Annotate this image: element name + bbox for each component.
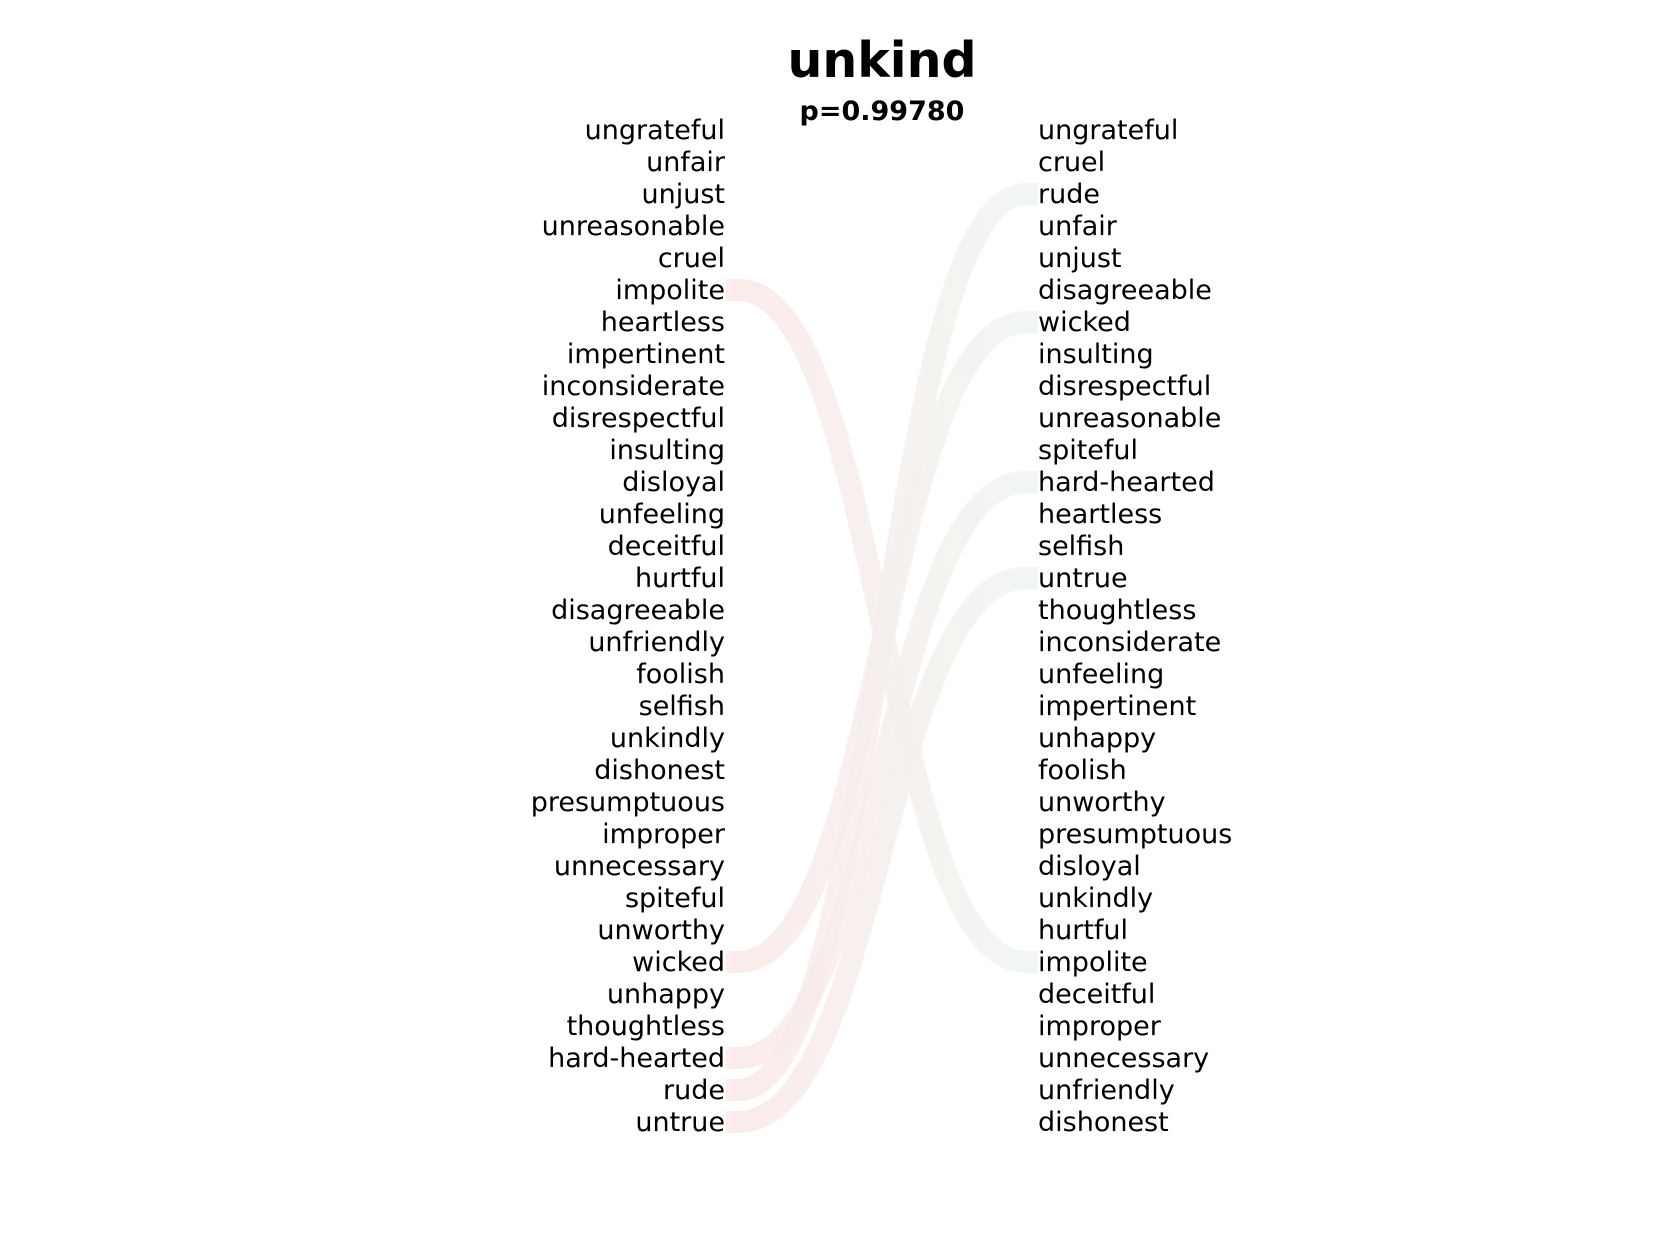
left-word-label: heartless xyxy=(601,307,725,338)
right-word-label: unfriendly xyxy=(1038,1075,1175,1106)
rank-link-hard-hearted xyxy=(726,471,1038,1069)
right-word-label: wicked xyxy=(1038,307,1131,338)
right-word-label: hard-hearted xyxy=(1038,467,1215,498)
left-word-label: wicked xyxy=(632,947,725,978)
right-word-label: improper xyxy=(1038,1011,1162,1042)
right-word-label: heartless xyxy=(1038,499,1162,530)
right-word-label: unfair xyxy=(1038,211,1118,242)
left-word-label: ungrateful xyxy=(585,115,725,146)
left-word-label: unworthy xyxy=(597,915,725,946)
right-word-label: unhappy xyxy=(1038,723,1156,754)
left-word-label: thoughtless xyxy=(567,1011,725,1042)
chart-title: unkind xyxy=(787,32,976,89)
right-word-label: unjust xyxy=(1038,243,1122,274)
left-word-label: unhappy xyxy=(607,979,725,1010)
left-word-column: ungratefulunfairunjustunreasonablecrueli… xyxy=(531,115,726,1138)
right-word-label: cruel xyxy=(1038,147,1105,178)
right-word-label: disrespectful xyxy=(1038,371,1211,402)
rank-link-rude xyxy=(726,183,1038,1101)
right-word-label: hurtful xyxy=(1038,915,1128,946)
left-word-label: rude xyxy=(663,1075,725,1106)
left-word-label: unfriendly xyxy=(588,627,725,658)
left-word-label: dishonest xyxy=(594,755,725,786)
right-word-label: unkindly xyxy=(1038,883,1153,914)
left-word-label: unreasonable xyxy=(542,211,725,242)
left-word-label: inconsiderate xyxy=(542,371,725,402)
left-word-label: unkindly xyxy=(610,723,725,754)
left-word-label: disloyal xyxy=(622,467,725,498)
left-word-label: impolite xyxy=(615,275,725,306)
right-word-column: ungratefulcruelrudeunfairunjustdisagreea… xyxy=(1038,115,1232,1138)
left-word-label: improper xyxy=(602,819,726,850)
left-word-label: spiteful xyxy=(625,883,725,914)
left-word-label: unfeeling xyxy=(599,499,725,530)
left-word-label: unjust xyxy=(642,179,726,210)
left-word-label: selfish xyxy=(639,691,725,722)
right-word-label: unnecessary xyxy=(1038,1043,1209,1074)
left-word-label: untrue xyxy=(635,1107,725,1138)
left-word-label: disagreeable xyxy=(551,595,725,626)
right-word-label: unworthy xyxy=(1038,787,1166,818)
right-word-label: disagreeable xyxy=(1038,275,1212,306)
left-word-label: cruel xyxy=(658,243,725,274)
chart-subtitle: p=0.99780 xyxy=(800,96,965,127)
left-word-label: hard-hearted xyxy=(548,1043,725,1074)
right-word-label: selfish xyxy=(1038,531,1124,562)
right-word-label: unreasonable xyxy=(1038,403,1221,434)
right-word-label: spiteful xyxy=(1038,435,1138,466)
right-word-label: dishonest xyxy=(1038,1107,1169,1138)
right-word-label: insulting xyxy=(1038,339,1154,370)
left-word-label: impertinent xyxy=(567,339,725,370)
right-word-label: untrue xyxy=(1038,563,1128,594)
right-word-label: thoughtless xyxy=(1038,595,1196,626)
left-word-label: foolish xyxy=(636,659,725,690)
right-word-label: disloyal xyxy=(1038,851,1141,882)
right-word-label: impolite xyxy=(1038,947,1148,978)
left-word-label: unfair xyxy=(646,147,726,178)
left-word-label: hurtful xyxy=(635,563,725,594)
right-word-label: unfeeling xyxy=(1038,659,1164,690)
rank-link-untrue xyxy=(726,567,1038,1133)
left-word-label: insulting xyxy=(609,435,725,466)
left-word-label: presumptuous xyxy=(531,787,725,818)
rank-links xyxy=(726,183,1038,1133)
right-word-label: presumptuous xyxy=(1038,819,1232,850)
right-word-label: deceitful xyxy=(1038,979,1155,1010)
right-word-label: inconsiderate xyxy=(1038,627,1221,658)
right-word-label: ungrateful xyxy=(1038,115,1178,146)
right-word-label: foolish xyxy=(1038,755,1127,786)
left-word-label: deceitful xyxy=(608,531,725,562)
left-word-label: disrespectful xyxy=(552,403,725,434)
right-word-label: rude xyxy=(1038,179,1100,210)
left-word-label: unnecessary xyxy=(554,851,725,882)
right-word-label: impertinent xyxy=(1038,691,1196,722)
